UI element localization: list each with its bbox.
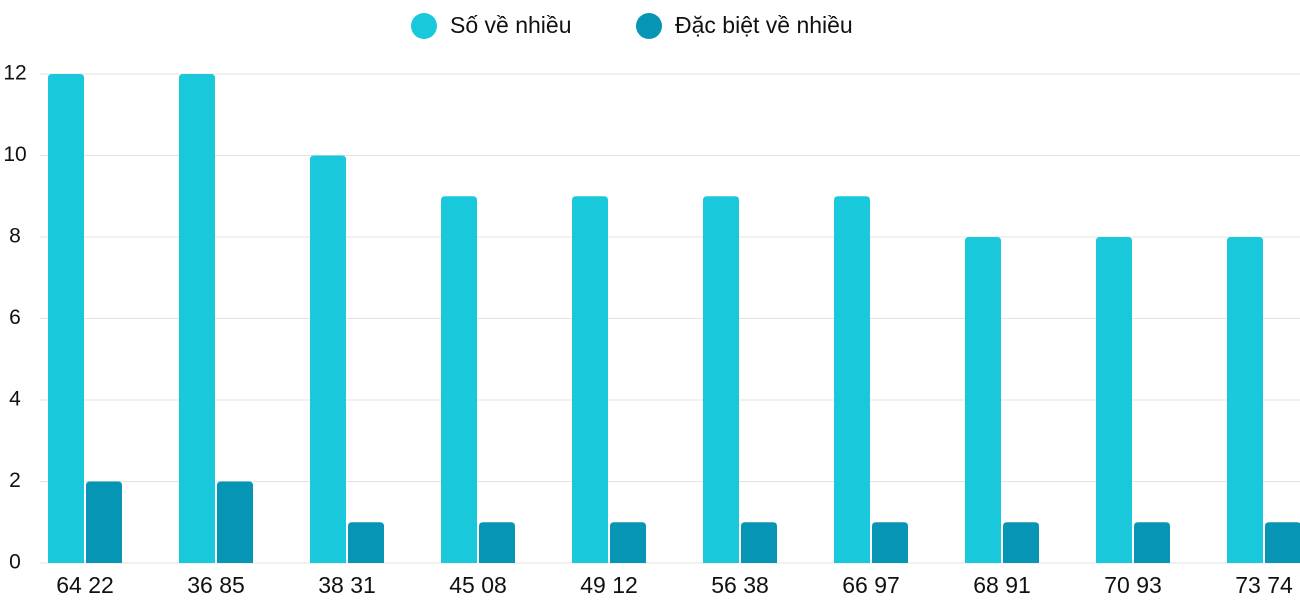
y-tick-label: 4 [9, 388, 21, 411]
y-tick-label: 0 [9, 551, 21, 574]
x-tick-label: 70 93 [1104, 572, 1162, 598]
x-tick-label: 49 12 [580, 572, 638, 598]
x-tick-label: 68 91 [973, 572, 1031, 598]
legend-label: Số về nhiều [450, 12, 571, 38]
x-tick-label: 56 38 [711, 572, 769, 598]
x-tick-label: 73 74 [1235, 572, 1293, 598]
bar [179, 74, 215, 563]
bar [310, 155, 346, 563]
bar [1227, 237, 1263, 563]
bar [441, 196, 477, 563]
bar [48, 74, 84, 563]
bar [1134, 522, 1170, 563]
bar [1003, 522, 1039, 563]
y-tick-label: 10 [3, 143, 26, 166]
bar [610, 522, 646, 563]
x-tick-label: 38 31 [318, 572, 376, 598]
bar [86, 481, 122, 563]
y-tick-label: 12 [3, 62, 26, 85]
bar [572, 196, 608, 563]
legend-marker [411, 13, 437, 39]
legend-marker [636, 13, 662, 39]
bar [217, 481, 253, 563]
bar [965, 237, 1001, 563]
bar [1096, 237, 1132, 563]
y-tick-label: 8 [9, 225, 21, 248]
bar [741, 522, 777, 563]
bar [348, 522, 384, 563]
bar [479, 522, 515, 563]
bar [872, 522, 908, 563]
bar [1265, 522, 1300, 563]
y-tick-label: 6 [9, 306, 21, 329]
x-tick-label: 36 85 [187, 572, 245, 598]
bar [834, 196, 870, 563]
bar [703, 196, 739, 563]
x-tick-label: 66 97 [842, 572, 900, 598]
y-tick-label: 2 [9, 469, 21, 492]
x-tick-label: 64 22 [56, 572, 114, 598]
x-tick-label: 45 08 [449, 572, 507, 598]
legend-label: Đặc biệt về nhiều [675, 12, 853, 38]
